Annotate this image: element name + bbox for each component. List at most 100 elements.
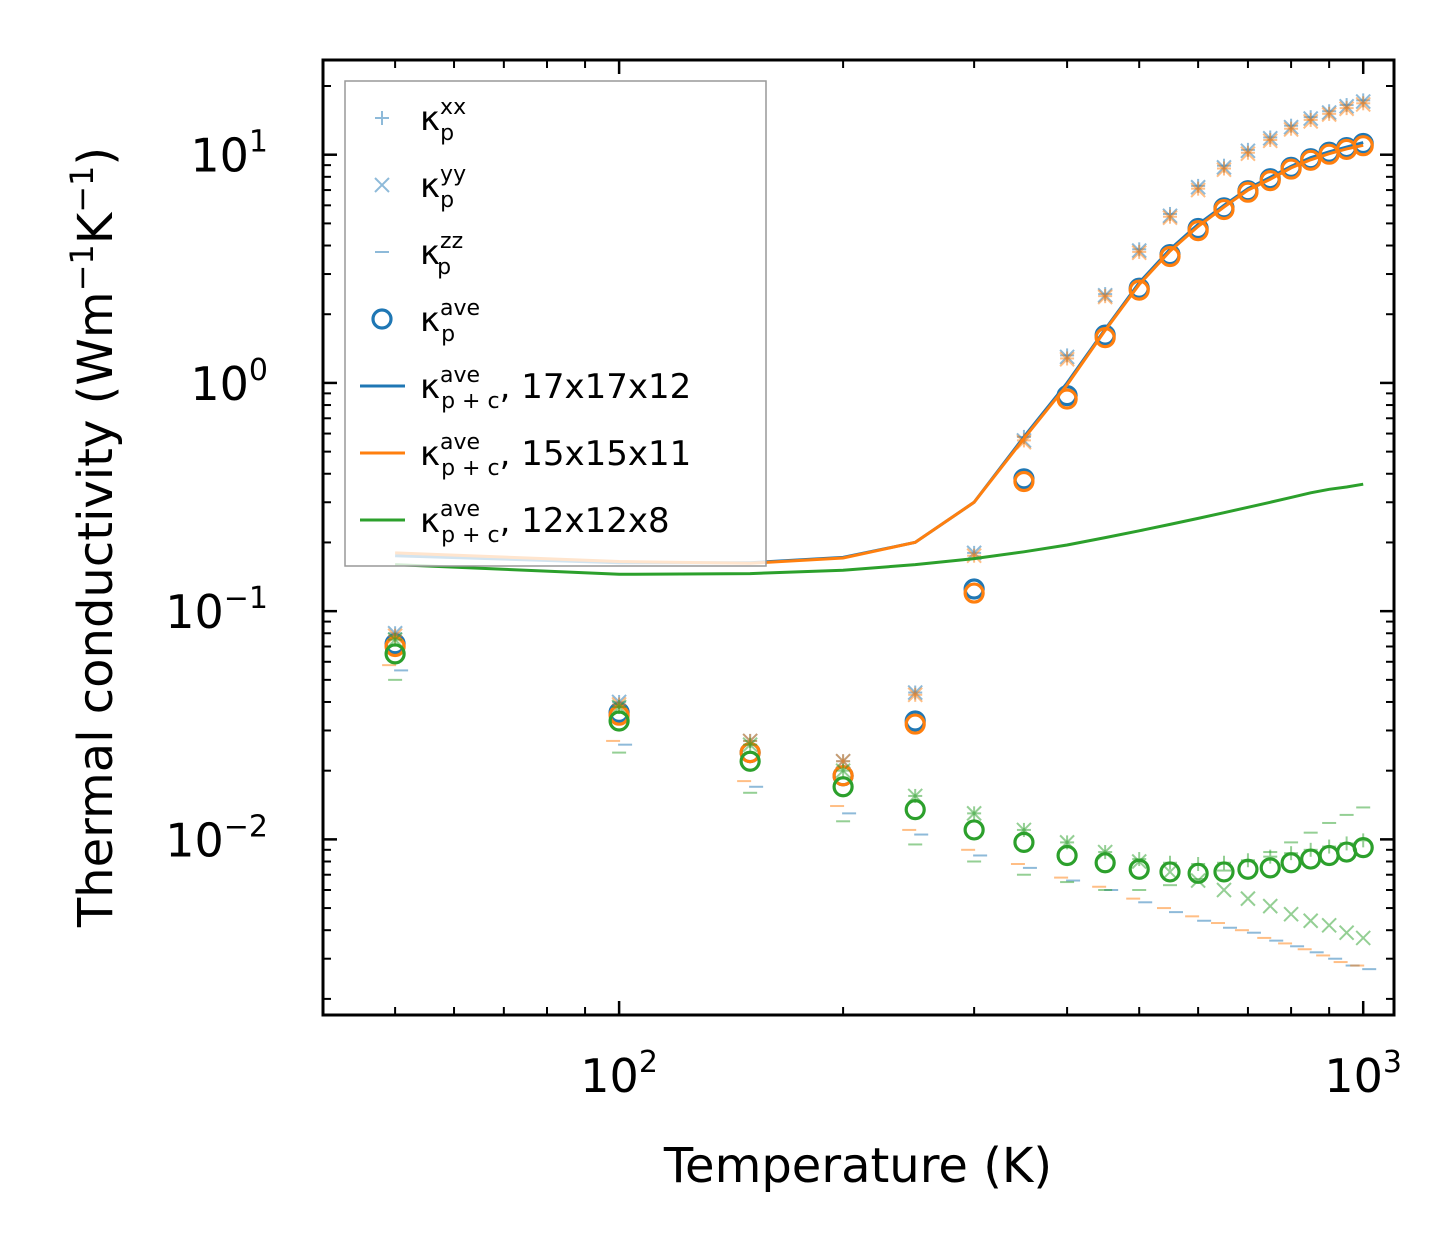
point-yy — [1262, 133, 1278, 149]
y-tick-base: 10 — [190, 357, 249, 411]
point-ave — [1013, 831, 1035, 853]
point-yy — [1355, 930, 1371, 946]
point-ave-ring — [1259, 857, 1281, 879]
point-yy — [1216, 882, 1232, 898]
point-ave — [1280, 158, 1302, 180]
point-ave — [1237, 858, 1259, 880]
legend-sub: p + c — [441, 389, 499, 414]
point-ave — [1259, 170, 1281, 192]
point-yy-b — [1321, 917, 1337, 934]
y-axis-label-unit: K — [68, 211, 124, 244]
series-line-15x15x11 — [395, 143, 1364, 565]
point-yy-b — [1302, 113, 1319, 130]
point-yy-b — [1338, 924, 1355, 941]
legend-sub: p + c — [441, 523, 499, 548]
point-yy-b — [1262, 898, 1278, 914]
legend-item: κxx p — [375, 95, 466, 146]
point-ave-ring — [1280, 158, 1302, 180]
point-yy — [1162, 209, 1178, 226]
point-ave — [904, 713, 926, 735]
legend-marker-plus — [375, 111, 389, 125]
point-ave — [963, 819, 985, 841]
legend-suffix: , 12x12x8 — [500, 501, 670, 541]
point-yy-b — [1240, 890, 1256, 907]
legend-kappa: κ — [420, 434, 440, 474]
point-ave-ring — [608, 710, 630, 732]
point-yy — [966, 805, 982, 822]
legend-item: κave p + c, 12x12x8 — [360, 497, 670, 548]
y-axis-label-main: Thermal conductivity (Wm — [68, 291, 124, 928]
point-ave — [739, 750, 761, 772]
point-ave-ring — [1013, 470, 1035, 493]
legend-sup: zz — [440, 229, 463, 254]
point-yy — [1355, 96, 1371, 113]
point-yy — [1302, 113, 1319, 130]
point-yy — [1302, 913, 1319, 929]
point-xx — [1016, 433, 1031, 448]
point-ave-ring — [1013, 831, 1035, 853]
legend-kappa: κ — [420, 367, 440, 407]
point-yy — [1216, 161, 1232, 178]
point-yy — [1059, 351, 1075, 367]
legend-sub: p — [437, 255, 451, 280]
point-yy-b — [1283, 906, 1299, 922]
point-ave — [1352, 837, 1374, 859]
y-tick-label: 10−2 — [165, 809, 268, 867]
y-tick-exp: 1 — [249, 125, 268, 160]
point-ave — [1056, 844, 1078, 867]
point-yy-b — [1216, 882, 1232, 898]
point-ave — [1300, 149, 1322, 171]
point-ave-ring — [1094, 852, 1116, 874]
point-ave-ring — [1159, 245, 1181, 268]
y-axis-label-exp2: −1 — [63, 166, 101, 213]
point-yy-b — [1216, 161, 1232, 178]
point-ave-ring — [1213, 861, 1235, 883]
y-tick-label: 10−1 — [165, 581, 268, 639]
point-ave — [1187, 862, 1209, 884]
point-ave-ring — [1237, 181, 1259, 203]
point-yy — [1190, 182, 1206, 198]
legend-label: κxx p — [420, 95, 466, 146]
legend-item: κave p + c, 17x17x12 — [360, 363, 691, 414]
point-ave — [1094, 326, 1116, 349]
point-ave-ring — [904, 799, 926, 821]
point-ave — [963, 582, 985, 604]
point-ave — [904, 799, 926, 821]
x-tick-exp: 2 — [639, 1045, 658, 1080]
y-axis-label-close: ) — [68, 147, 124, 166]
point-ave-ring — [1056, 844, 1078, 867]
plot-frame — [321, 58, 1396, 1017]
y-axis-label: Thermal conductivity (Wm−1K−1) — [63, 147, 124, 928]
legend-kappa: κ — [420, 166, 440, 206]
point-ave — [1213, 861, 1235, 883]
series-12x12x8 — [384, 482, 1374, 946]
legend-sub: p + c — [441, 456, 499, 481]
legend-kappa: κ — [420, 233, 440, 273]
point-yy — [742, 736, 758, 753]
legend-sup: ave — [440, 430, 480, 455]
point-yy — [1162, 864, 1178, 880]
point-yy — [907, 687, 923, 703]
legend-marker-x — [374, 177, 390, 193]
point-yy-b — [742, 736, 758, 753]
legend-label: κave p + c, 12x12x8 — [420, 497, 670, 548]
point-yy — [1131, 245, 1147, 261]
point-ave-ring — [1237, 858, 1259, 880]
y-tick-exp: −2 — [224, 809, 268, 844]
x-axis-label: Temperature (K) — [663, 1138, 1052, 1194]
point-ave-ring — [1128, 279, 1150, 301]
legend-label: κave p — [420, 296, 480, 347]
point-ave-ring — [1259, 170, 1281, 192]
legend-sup: xx — [440, 95, 466, 120]
legend-suffix: , 15x15x11 — [500, 434, 692, 474]
legend-sup: ave — [440, 363, 480, 388]
point-ave-ring — [1128, 858, 1150, 880]
point-ave — [608, 710, 630, 732]
point-ave-ring — [1187, 220, 1209, 242]
legend-item: κave p + c, 15x15x11 — [360, 430, 691, 481]
y-axis-label-exp1: −1 — [63, 244, 101, 291]
point-yy-b — [1190, 872, 1206, 889]
